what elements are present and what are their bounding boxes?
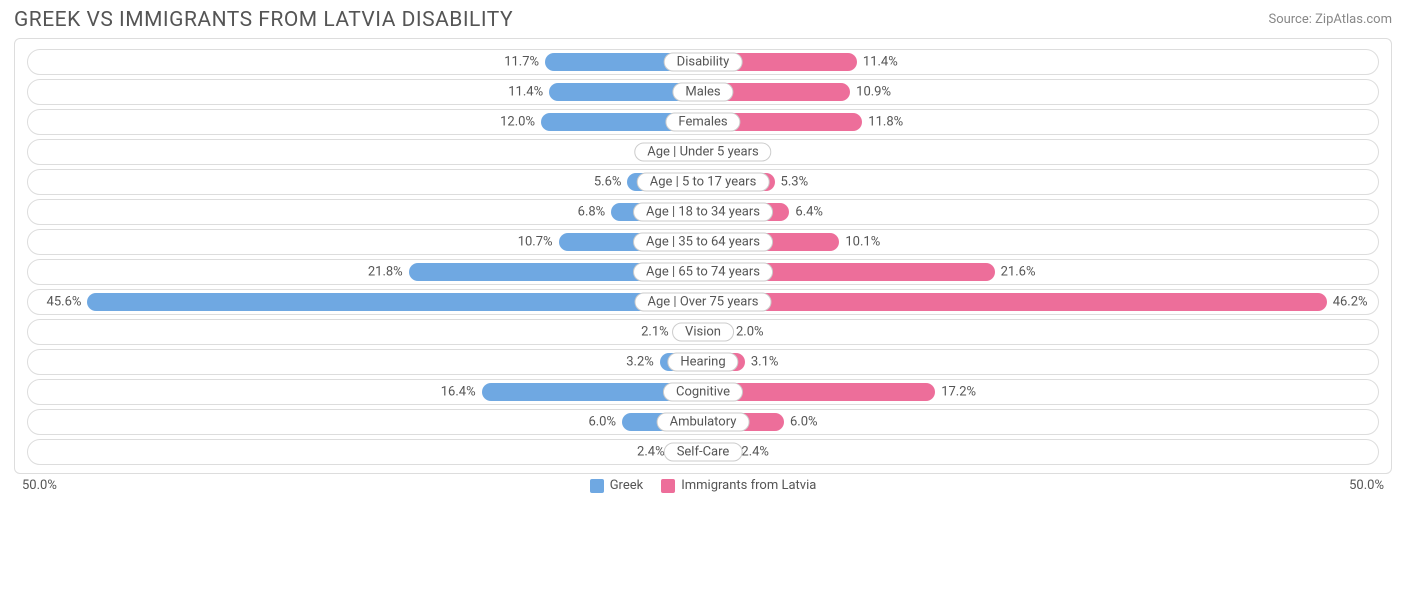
value-label-right: 6.0% [790, 415, 818, 430]
row-right-half: 2.4% [703, 443, 1378, 461]
chart-row: 3.2% 3.1% Hearing [27, 349, 1379, 375]
chart-row: 11.4% 10.9% Males [27, 79, 1379, 105]
category-label: Disability [664, 53, 743, 72]
chart-row: 10.7% 10.1% Age | 35 to 64 years [27, 229, 1379, 255]
chart-row: 12.0% 11.8% Females [27, 109, 1379, 135]
legend-label-greek: Greek [610, 478, 644, 493]
value-label-left: 10.7% [518, 235, 553, 250]
category-label: Vision [672, 323, 734, 342]
row-left-half: 5.6% [28, 173, 703, 191]
row-right-half: 6.0% [703, 413, 1378, 431]
value-label-left: 2.1% [641, 325, 669, 340]
value-label-right: 46.2% [1333, 295, 1368, 310]
row-right-half: 2.0% [703, 323, 1378, 341]
value-label-left: 5.6% [594, 175, 622, 190]
row-left-half: 1.5% [28, 143, 703, 161]
chart-row: 11.7% 11.4% Disability [27, 49, 1379, 75]
chart-row: 45.6% 46.2% Age | Over 75 years [27, 289, 1379, 315]
row-left-half: 2.1% [28, 323, 703, 341]
value-label-left: 11.4% [508, 85, 543, 100]
row-left-half: 6.0% [28, 413, 703, 431]
row-right-half: 10.9% [703, 83, 1378, 101]
chart-container: GREEK VS IMMIGRANTS FROM LATVIA DISABILI… [0, 0, 1406, 612]
legend: Greek Immigrants from Latvia [590, 478, 817, 493]
bar-left [87, 293, 703, 311]
row-right-half: 46.2% [703, 293, 1378, 311]
source-label: Source: ZipAtlas.com [1268, 12, 1392, 27]
header: GREEK VS IMMIGRANTS FROM LATVIA DISABILI… [14, 8, 1392, 32]
row-left-half: 3.2% [28, 353, 703, 371]
chart-row: 6.0% 6.0% Ambulatory [27, 409, 1379, 435]
value-label-right: 10.1% [845, 235, 880, 250]
category-label: Females [665, 113, 740, 132]
row-left-half: 45.6% [28, 293, 703, 311]
category-label: Age | Under 5 years [634, 143, 771, 162]
value-label-right: 2.4% [741, 445, 769, 460]
category-label: Age | 65 to 74 years [633, 263, 773, 282]
row-right-half: 11.8% [703, 113, 1378, 131]
row-right-half: 17.2% [703, 383, 1378, 401]
row-right-half: 3.1% [703, 353, 1378, 371]
chart-row: 2.4% 2.4%Self-Care [27, 439, 1379, 465]
value-label-left: 2.4% [637, 445, 665, 460]
legend-label-latvia: Immigrants from Latvia [681, 478, 816, 493]
value-label-left: 12.0% [500, 115, 535, 130]
row-right-half: 1.2% [703, 143, 1378, 161]
value-label-right: 17.2% [941, 385, 976, 400]
row-left-half: 12.0% [28, 113, 703, 131]
legend-swatch-greek [590, 479, 604, 493]
chart-row: 6.8% 6.4% Age | 18 to 34 years [27, 199, 1379, 225]
category-label: Ambulatory [657, 413, 750, 432]
category-label: Age | Over 75 years [635, 293, 772, 312]
legend-swatch-latvia [661, 479, 675, 493]
category-label: Age | 18 to 34 years [633, 203, 773, 222]
category-label: Self-Care [664, 443, 743, 462]
axis-max-right: 50.0% [1349, 478, 1384, 493]
legend-item-greek: Greek [590, 478, 644, 493]
value-label-right: 2.0% [736, 325, 764, 340]
value-label-left: 6.8% [578, 205, 606, 220]
value-label-left: 3.2% [626, 355, 654, 370]
value-label-right: 21.6% [1001, 265, 1036, 280]
row-right-half: 10.1% [703, 233, 1378, 251]
value-label-right: 11.4% [863, 55, 898, 70]
category-label: Hearing [667, 353, 738, 372]
value-label-left: 21.8% [368, 265, 403, 280]
value-label-right: 11.8% [868, 115, 903, 130]
value-label-left: 11.7% [504, 55, 539, 70]
category-label: Age | 5 to 17 years [637, 173, 770, 192]
row-left-half: 10.7% [28, 233, 703, 251]
chart-row: 21.8% 21.6% Age | 65 to 74 years [27, 259, 1379, 285]
chart-row: 16.4% 17.2% Cognitive [27, 379, 1379, 405]
chart-row: 5.6% 5.3% Age | 5 to 17 years [27, 169, 1379, 195]
bar-right [703, 293, 1327, 311]
value-label-left: 6.0% [588, 415, 616, 430]
row-right-half: 5.3% [703, 173, 1378, 191]
chart-area: 11.7% 11.4% Disability 11.4% 10.9% Males 12.0%… [14, 38, 1392, 474]
row-left-half: 16.4% [28, 383, 703, 401]
axis-max-left: 50.0% [22, 478, 57, 493]
value-label-left: 45.6% [47, 295, 82, 310]
category-label: Males [672, 83, 733, 102]
value-label-right: 3.1% [751, 355, 779, 370]
row-left-half: 6.8% [28, 203, 703, 221]
value-label-right: 6.4% [795, 205, 823, 220]
chart-footer: 50.0% Greek Immigrants from Latvia 50.0% [14, 478, 1392, 493]
row-right-half: 21.6% [703, 263, 1378, 281]
row-left-half: 11.4% [28, 83, 703, 101]
legend-item-latvia: Immigrants from Latvia [661, 478, 816, 493]
row-left-half: 21.8% [28, 263, 703, 281]
row-left-half: 11.7% [28, 53, 703, 71]
value-label-left: 16.4% [441, 385, 476, 400]
row-left-half: 2.4% [28, 443, 703, 461]
row-right-half: 6.4% [703, 203, 1378, 221]
value-label-right: 5.3% [781, 175, 809, 190]
category-label: Cognitive [663, 383, 743, 402]
chart-title: GREEK VS IMMIGRANTS FROM LATVIA DISABILI… [14, 8, 513, 32]
value-label-right: 10.9% [856, 85, 891, 100]
chart-row: 1.5%1.2%Age | Under 5 years [27, 139, 1379, 165]
chart-row: 2.1% 2.0%Vision [27, 319, 1379, 345]
category-label: Age | 35 to 64 years [633, 233, 773, 252]
row-right-half: 11.4% [703, 53, 1378, 71]
